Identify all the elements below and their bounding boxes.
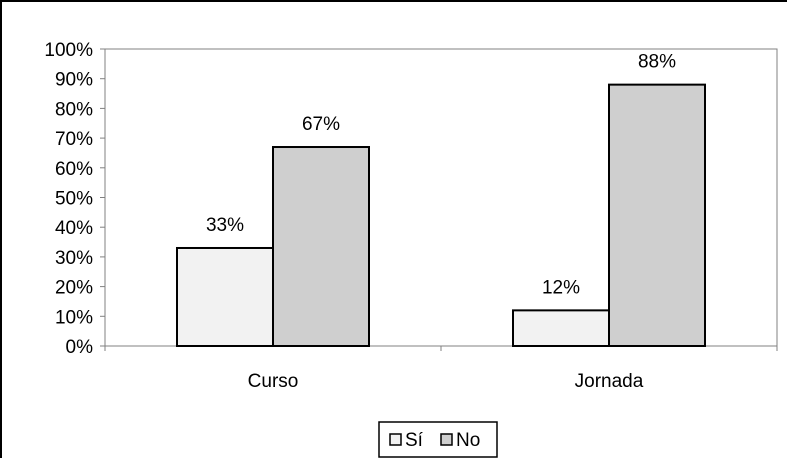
x-category-label: Jornada — [575, 371, 644, 392]
data-labels: 33% 67% 12% 88% — [206, 52, 676, 299]
data-label: 33% — [206, 215, 244, 236]
x-axis-ticks — [104, 346, 778, 351]
bar-no-curso — [272, 146, 370, 347]
legend-label-si: Sí — [405, 430, 424, 451]
y-tick-label: 70% — [55, 129, 93, 150]
legend-label-no: No — [456, 430, 480, 451]
y-tick-label: 40% — [55, 218, 93, 239]
legend: Sí No — [378, 421, 498, 458]
bar-si-jornada — [512, 309, 610, 347]
category-labels: Curso Jornada — [248, 371, 644, 392]
data-label: 88% — [638, 52, 676, 73]
y-tick-label: 0% — [66, 337, 94, 358]
data-label: 67% — [302, 114, 340, 135]
bars — [176, 83, 706, 348]
legend-swatch-no — [440, 433, 453, 446]
y-tick-label: 30% — [55, 248, 93, 269]
legend-swatch-si — [389, 433, 402, 446]
y-tick-label: 50% — [55, 189, 93, 210]
y-tick-label: 10% — [55, 307, 93, 328]
y-tick-label: 20% — [55, 278, 93, 299]
y-tick-label: 100% — [44, 40, 93, 61]
y-tick-label: 80% — [55, 99, 93, 120]
x-category-label: Curso — [248, 371, 299, 392]
y-axis-ticks: 0% 10% 20% 30% 40% 50% 60% 70% 80% 90% 100% — [44, 40, 105, 358]
bar-no-jornada — [608, 83, 706, 347]
y-tick-label: 60% — [55, 159, 93, 180]
data-label: 12% — [542, 277, 580, 298]
bar-si-curso — [176, 246, 274, 348]
y-tick-label: 90% — [55, 70, 93, 91]
